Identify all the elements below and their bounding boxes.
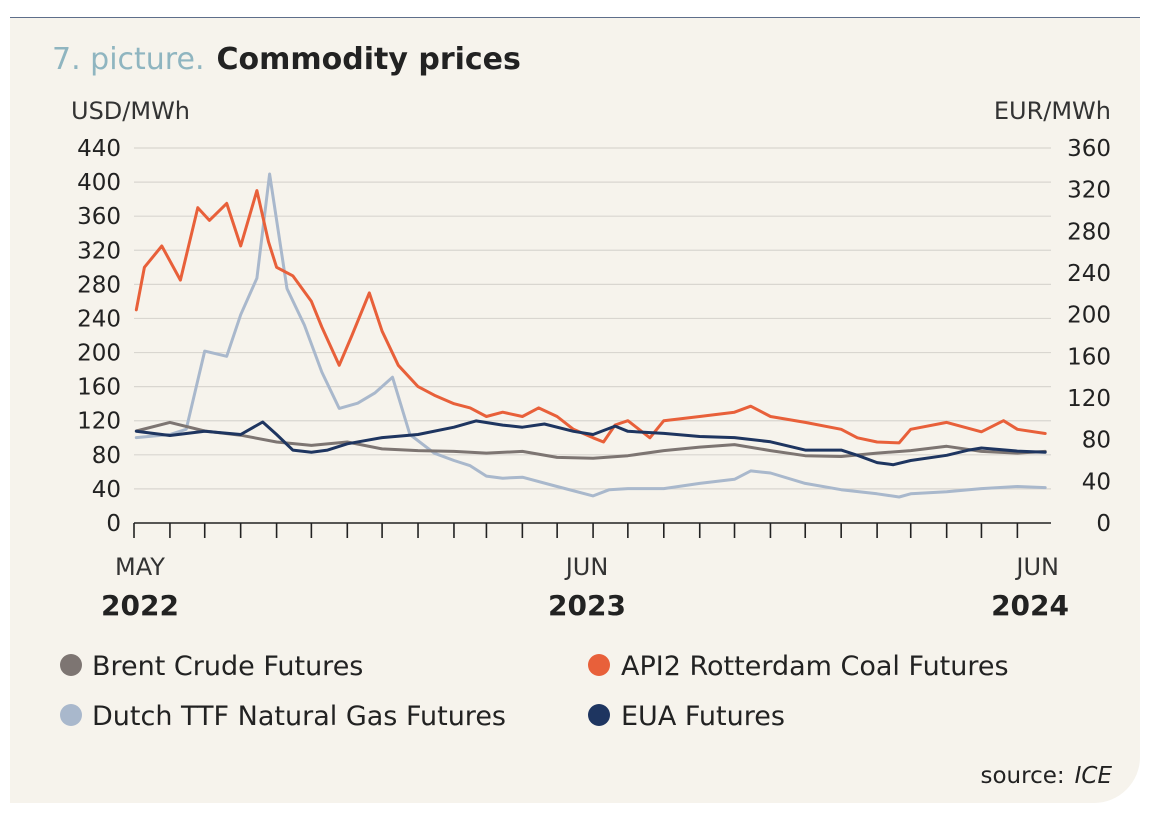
x-label-month-2: JUN xyxy=(1014,553,1059,581)
legend-label-eua: EUA Futures xyxy=(621,701,785,732)
legend-marker-eua xyxy=(588,704,610,726)
left-axis-ticks: 0 40 80 120 160 200 240 280 320 360 400 440 xyxy=(77,136,121,537)
right-tick-label-200: 200 xyxy=(1067,303,1111,329)
x-axis xyxy=(133,522,1051,538)
series-line-eua-futures xyxy=(134,419,1047,467)
left-tick-label-320: 320 xyxy=(77,238,121,264)
x-label-year-2: 2024 xyxy=(991,589,1069,622)
right-tick-label-360: 360 xyxy=(1067,136,1111,162)
legend-label-brent: Brent Crude Futures xyxy=(92,651,363,682)
x-label-year-0: 2022 xyxy=(101,589,179,622)
left-tick-label-440: 440 xyxy=(77,136,121,162)
chart-title: 7. picture. Commodity prices xyxy=(52,42,521,77)
left-tick-label-160: 160 xyxy=(77,375,121,401)
right-tick-label-160: 160 xyxy=(1067,344,1111,370)
legend: Brent Crude Futures API2 Rotterdam Coal … xyxy=(60,651,1009,732)
chart-title-main: Commodity prices xyxy=(216,42,520,77)
left-tick-label-0: 0 xyxy=(106,511,121,537)
x-label-month-0: MAY xyxy=(115,553,165,581)
left-tick-label-200: 200 xyxy=(77,341,121,367)
left-tick-label-40: 40 xyxy=(92,477,121,503)
source-name: ICE xyxy=(1075,763,1113,789)
right-tick-label-320: 320 xyxy=(1067,178,1111,204)
right-tick-label-240: 240 xyxy=(1067,261,1111,287)
x-label-year-1: 2023 xyxy=(548,589,626,622)
source-note: source: ICE xyxy=(980,763,1112,789)
left-tick-label-360: 360 xyxy=(77,204,121,230)
legend-label-ttf: Dutch TTF Natural Gas Futures xyxy=(92,701,506,732)
legend-item-coal: API2 Rotterdam Coal Futures xyxy=(588,651,1009,682)
legend-item-brent: Brent Crude Futures xyxy=(60,651,363,682)
chart-card: 7. picture. Commodity prices USD/MWh EUR… xyxy=(10,17,1140,803)
left-tick-label-120: 120 xyxy=(77,409,121,435)
series-line-brent-crude-futures xyxy=(134,420,1047,460)
legend-marker-ttf xyxy=(60,704,82,726)
commodity-prices-chart: 7. picture. Commodity prices USD/MWh EUR… xyxy=(52,42,1112,789)
right-tick-label-0: 0 xyxy=(1096,511,1111,537)
right-tick-label-80: 80 xyxy=(1082,428,1111,454)
x-axis-labels: MAY 2022 JUN 2023 JUN 2024 xyxy=(101,553,1069,622)
right-axis-unit: EUR/MWh xyxy=(994,97,1111,125)
left-axis-unit: USD/MWh xyxy=(71,97,190,125)
left-tick-label-400: 400 xyxy=(77,170,121,196)
right-axis-ticks: 0 40 80 120 160 200 240 280 320 360 xyxy=(1067,136,1111,537)
series-line-dutch-ttf-natural-gas-futures xyxy=(134,172,1047,499)
series-line-api2-rotterdam-coal-futures xyxy=(134,189,1047,445)
x-label-month-1: JUN xyxy=(564,553,609,581)
left-tick-label-280: 280 xyxy=(77,272,121,298)
series-lines xyxy=(134,172,1047,499)
legend-marker-brent xyxy=(60,654,82,676)
legend-item-ttf: Dutch TTF Natural Gas Futures xyxy=(60,701,506,732)
right-tick-label-40: 40 xyxy=(1082,469,1111,495)
right-tick-label-280: 280 xyxy=(1067,219,1111,245)
left-tick-label-240: 240 xyxy=(77,306,121,332)
legend-marker-coal xyxy=(588,654,610,676)
source-label: source: xyxy=(980,763,1064,789)
chart-title-prefix: 7. picture. xyxy=(52,42,204,77)
legend-label-coal: API2 Rotterdam Coal Futures xyxy=(621,651,1009,682)
legend-item-eua: EUA Futures xyxy=(588,701,785,732)
left-tick-label-80: 80 xyxy=(92,443,121,469)
right-tick-label-120: 120 xyxy=(1067,386,1111,412)
